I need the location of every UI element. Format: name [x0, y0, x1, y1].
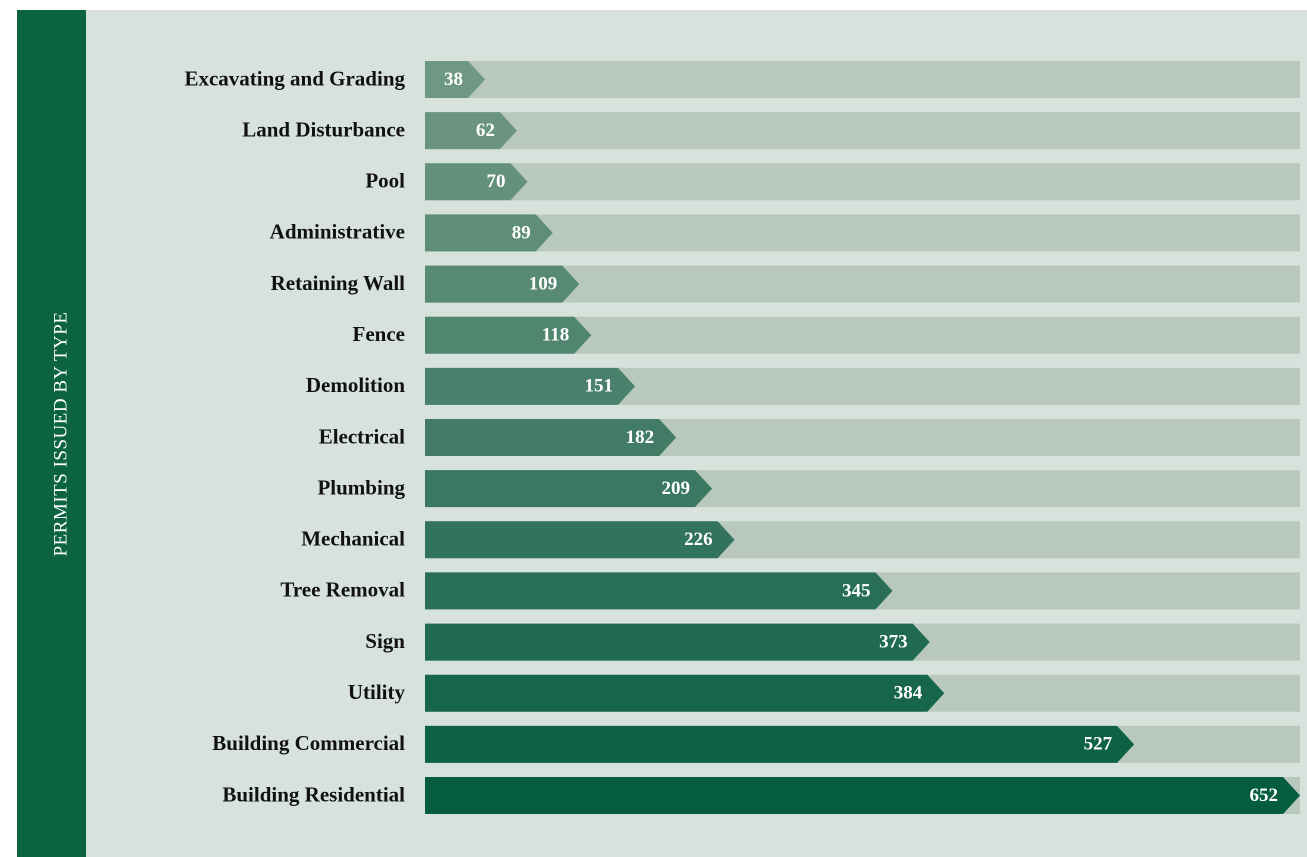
value-label: 226 [684, 529, 713, 550]
bar [425, 521, 735, 559]
category-label: Pool [365, 169, 405, 193]
bar-track [425, 61, 1300, 98]
value-label: 373 [879, 631, 908, 652]
bar [425, 163, 528, 201]
bar [425, 214, 553, 252]
bar [425, 725, 1135, 763]
category-label: Excavating and Grading [184, 66, 405, 90]
value-label: 652 [1250, 785, 1279, 806]
title-strip [17, 10, 86, 857]
value-label: 62 [476, 120, 495, 141]
bar [425, 674, 945, 712]
bar [425, 572, 893, 610]
category-label: Building Commercial [212, 731, 405, 755]
bar [425, 61, 486, 98]
value-label: 38 [444, 69, 463, 90]
bar-track [425, 163, 1300, 201]
category-label: Fence [353, 322, 405, 346]
bar-track [425, 214, 1300, 252]
category-label: Administrative [270, 220, 405, 244]
bar [425, 265, 580, 303]
value-label: 384 [894, 683, 923, 704]
bar [425, 112, 517, 150]
bar [425, 777, 1300, 814]
bar [425, 316, 592, 354]
value-label: 109 [529, 273, 558, 294]
value-label: 209 [662, 478, 691, 499]
bar [425, 470, 713, 508]
value-label: 182 [626, 427, 655, 448]
category-label: Electrical [319, 424, 405, 448]
value-label: 70 [487, 171, 506, 192]
chart-title: PERMITS ISSUED BY TYPE [50, 312, 71, 557]
value-label: 527 [1084, 734, 1113, 755]
value-label: 89 [512, 222, 531, 243]
category-label: Demolition [306, 373, 405, 397]
category-label: Land Disturbance [242, 117, 405, 141]
bar-track [425, 112, 1300, 150]
bar [425, 419, 677, 456]
value-label: 345 [842, 580, 871, 601]
category-label: Sign [365, 629, 405, 653]
category-label: Utility [348, 680, 406, 704]
category-label: Retaining Wall [271, 271, 406, 295]
category-label: Mechanical [301, 527, 405, 551]
category-label: Plumbing [317, 475, 405, 499]
value-label: 118 [542, 325, 569, 346]
category-label: Building Residential [222, 782, 405, 806]
category-label: Tree Removal [280, 578, 405, 602]
value-label: 151 [585, 376, 614, 397]
bar [425, 367, 636, 405]
bar [425, 623, 930, 661]
